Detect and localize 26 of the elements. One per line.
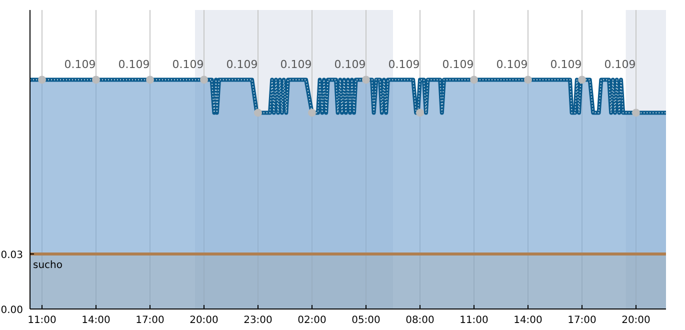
- x-tick-label: 14:00: [82, 315, 110, 326]
- x-tick-label: 20:00: [190, 315, 218, 326]
- annotation: 0.109: [496, 58, 528, 71]
- ref-line-label: sucho: [33, 260, 63, 271]
- y-tick-label: 0.00: [0, 305, 23, 316]
- x-tick-label: 23:00: [244, 315, 272, 326]
- x-tick-label: 17:00: [568, 315, 596, 326]
- x-tick-label: 08:00: [406, 315, 434, 326]
- annotation: 0.109: [388, 58, 420, 71]
- x-tick-label: 14:00: [514, 315, 542, 326]
- annotation: 0.109: [280, 58, 312, 71]
- x-tick-label: 11:00: [28, 315, 56, 326]
- x-tick-label: 20:00: [622, 315, 650, 326]
- x-tick-label: 02:00: [298, 315, 326, 326]
- x-tick-label: 17:00: [136, 315, 164, 326]
- annotation: 0.109: [604, 58, 636, 71]
- annotation: 0.109: [172, 58, 204, 71]
- annotation: 0.109: [226, 58, 258, 71]
- y-tick-label: 0.03: [0, 250, 23, 261]
- annotation: 0.109: [442, 58, 474, 71]
- annotation: 0.109: [118, 58, 150, 71]
- annotation: 0.109: [64, 58, 96, 71]
- annotation: 0.109: [550, 58, 582, 71]
- x-tick-label: 11:00: [460, 315, 488, 326]
- annotation: 0.109: [334, 58, 366, 71]
- x-tick-label: 05:00: [352, 315, 380, 326]
